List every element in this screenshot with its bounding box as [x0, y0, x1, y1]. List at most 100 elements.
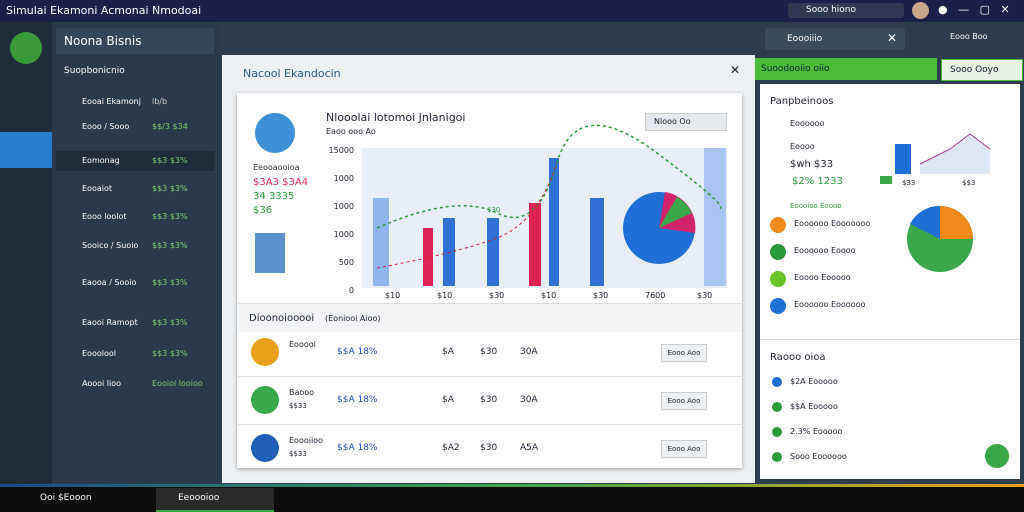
- row-cell: $$A 18%: [337, 395, 378, 405]
- list-item: Eoooo Eooooo: [794, 273, 851, 282]
- list-item: $$A Eooooo: [790, 402, 838, 411]
- item-value: $$3 $3%: [152, 349, 188, 358]
- list-title: Eoooioo Eoooo: [790, 202, 842, 210]
- panel-item: $2% 1233: [792, 176, 843, 187]
- item-label: Eomonag: [82, 156, 120, 165]
- item-label: Eaooa / Sooio: [82, 278, 137, 287]
- item-value: $$3 $3%: [152, 156, 188, 165]
- list-item: Eoooooo Eoooo: [794, 246, 856, 255]
- row-sub: $$33: [289, 450, 307, 458]
- row-name: Baooo: [289, 388, 315, 397]
- user-name: Eooo Boo: [950, 32, 988, 41]
- item-value: $$3 $3%: [152, 241, 188, 250]
- list-item: Eoooooo Eooooooo: [794, 219, 871, 228]
- list-dot: [770, 271, 786, 287]
- list-dot: [770, 298, 786, 314]
- window-controls[interactable]: ● — ▢ ✕: [938, 3, 1010, 16]
- info-text: $3A3 $3A4: [253, 177, 309, 188]
- item-value: $$/3 $34: [152, 122, 188, 131]
- fab[interactable]: [985, 444, 1009, 468]
- y-tick-label: 15000: [328, 146, 354, 155]
- row-button[interactable]: Eooo Aoo: [661, 392, 707, 410]
- table-title: Dioonoiooooi: [249, 313, 315, 324]
- info-text: 34 3335: [253, 191, 295, 202]
- list-item: $2A Eooooo: [790, 377, 838, 386]
- item-value: $$3 $3%: [152, 212, 188, 221]
- item-label: Eaooi Ramopt: [82, 318, 138, 327]
- x-label: $10: [541, 291, 557, 300]
- chart-subtitle: Eaoo ooo Ao: [326, 127, 376, 136]
- avatar[interactable]: [912, 2, 929, 19]
- y-tick-label: 0: [348, 286, 354, 295]
- list-dot: [772, 402, 782, 412]
- card: Nlooolai lotomoi Jnlanigoi Eaoo ooo Ao N…: [237, 93, 742, 468]
- item-value: lb/b: [152, 97, 168, 106]
- row-cell: $$A 18%: [337, 443, 378, 453]
- active-nav[interactable]: [0, 132, 52, 168]
- x-label: $30: [489, 291, 505, 300]
- list-dot: [770, 217, 786, 233]
- row-icon: [251, 434, 279, 462]
- row-cell: 30A: [520, 395, 538, 405]
- green-button-text: Suoodooiio oiio: [761, 64, 830, 74]
- title-bar: Simulai Ekamoni Acmonai Nmodoai Sooo hio…: [0, 0, 1024, 22]
- pie-slice: [659, 197, 692, 228]
- item-value: Eooioi looioo: [152, 379, 203, 388]
- item-label: Sooico / Suoio: [82, 241, 139, 250]
- mini-label: $33: [902, 179, 916, 187]
- row-cell: $$A 18%: [337, 347, 378, 357]
- taskbar-app-text: Eeoooioo: [178, 493, 220, 503]
- right-panel: Eoooiiio ✕ Eooo Boo Suoodooiio oiio Sooo …: [755, 22, 1024, 484]
- row-divider: [237, 424, 742, 425]
- right-search-text: Eoooiiio: [787, 34, 823, 44]
- item-label: Eooo / Sooo: [82, 122, 130, 131]
- list-dot: [772, 427, 782, 437]
- row-cell: $30: [480, 395, 498, 405]
- y-tick-label: 1000: [333, 230, 354, 239]
- chart-title: Nlooolai lotomoi Jnlanigoi: [326, 111, 466, 124]
- icon: [255, 113, 295, 153]
- dialog-title: Nacool Ekandocin: [243, 67, 341, 80]
- list-item: Sooo Eoooooo: [790, 452, 847, 461]
- section2-title: Raooo oioa: [770, 352, 826, 363]
- y-tick-label: 500: [338, 258, 354, 267]
- taskbar-app[interactable]: Eeoooioo: [156, 488, 274, 512]
- select[interactable]: Sooo Ooyo: [941, 59, 1023, 81]
- x-label: $30: [697, 291, 713, 300]
- table-note: (Eoniooi Aioo): [325, 314, 381, 323]
- row-cell: $A: [442, 395, 454, 405]
- x-label: $10: [437, 291, 453, 300]
- right-search[interactable]: Eoooiiio ✕: [765, 28, 905, 50]
- item-value: $$3 $3%: [152, 184, 188, 193]
- search-box[interactable]: Sooo hiono: [788, 3, 904, 18]
- row-cell: $A: [442, 347, 454, 357]
- info-text: $36: [253, 205, 273, 216]
- item-label: Eooai Ekamonj: [82, 97, 141, 106]
- sidebar: Noona Bisnis Suopbonicnio Eooai Ekamonj l…: [52, 22, 220, 484]
- search-text: Sooo hiono: [806, 5, 857, 15]
- header-text: Noona Bisnis: [64, 34, 142, 48]
- mini-chart: [880, 133, 991, 184]
- close[interactable]: ✕: [730, 63, 741, 77]
- y-tick-label: 1000: [333, 174, 354, 183]
- toggle[interactable]: Nlooo Oo: [645, 113, 727, 131]
- active-item: [56, 151, 214, 171]
- sidebar-header: Noona Bisnis: [56, 28, 214, 54]
- row-icon: [251, 338, 279, 366]
- taskbar-search[interactable]: Ooi $Eooon: [40, 493, 92, 503]
- icon: [255, 233, 285, 273]
- row-cell: 30A: [520, 347, 538, 357]
- taskbar: Ooi $Eooon Eeoooioo: [0, 484, 1024, 512]
- list-item: 2.3% Eooooo: [790, 427, 843, 436]
- item-label: Eooaiot: [82, 184, 112, 193]
- mini-label: $$3: [962, 179, 976, 187]
- panel-title: Panpbeinoos: [770, 96, 834, 107]
- row-button[interactable]: Eooo Aoo: [661, 440, 707, 458]
- item-value: $$3 $3%: [152, 278, 188, 287]
- row-button[interactable]: Eooo Aoo: [661, 344, 707, 362]
- trend-line: [376, 124, 722, 229]
- list-item: Eoooooo Eoooooo: [794, 300, 866, 309]
- row-cell: $A2: [442, 443, 460, 453]
- green-button[interactable]: Suoodooiio oiio: [755, 58, 937, 80]
